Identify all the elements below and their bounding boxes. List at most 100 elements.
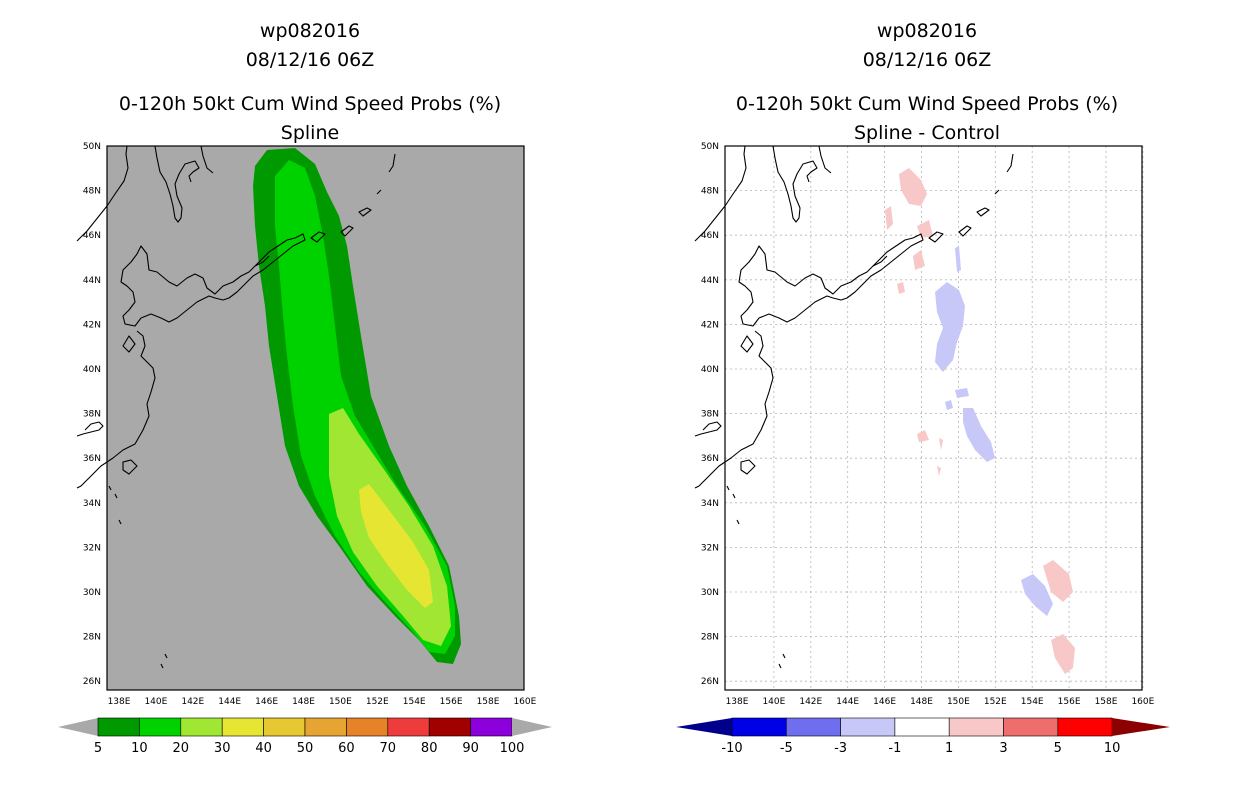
left-map-area bbox=[76, 145, 525, 691]
right-colorbar-bin-2 bbox=[840, 717, 896, 737]
right-lon-axis: 138E 140E 142E 144E 146E 148E 150E 152E 154E 156E… bbox=[726, 697, 1155, 707]
right-colorbar-bin-0 bbox=[731, 717, 787, 737]
left-colorbar-high-end bbox=[512, 718, 552, 736]
prob-contour-30 bbox=[359, 484, 433, 608]
right-lat-tick-28N: 28N bbox=[701, 633, 719, 643]
right-lon-tick-146E: 146E bbox=[873, 697, 896, 707]
right-lon-tick-156E: 156E bbox=[1058, 697, 1081, 707]
left-lat-tick-44N: 44N bbox=[83, 276, 101, 286]
right-colorbar-label-10: 10 bbox=[1104, 741, 1121, 756]
left-colorbar-label-20: 20 bbox=[173, 741, 190, 756]
right-lat-axis: 50N 48N 46N 44N 42N 40N 38N 36N 34N 32N 30N 28N 26N bbox=[701, 142, 719, 687]
right-lon-tick-160E: 160E bbox=[1131, 697, 1154, 707]
left-lon-axis: 138E 140E 142E 144E 146E 148E 150E 152E 154E 156E… bbox=[108, 697, 537, 707]
left-datetime: 08/12/16 06Z bbox=[246, 49, 375, 71]
left-lon-tick-158E: 158E bbox=[477, 697, 500, 707]
right-colorbar-bin-3 bbox=[894, 717, 950, 737]
right-colorbar-bin-5 bbox=[1003, 717, 1059, 737]
left-lon-tick-146E: 146E bbox=[255, 697, 278, 707]
left-lon-tick-140E: 140E bbox=[144, 697, 167, 707]
right-colorbar-label--1: -1 bbox=[888, 741, 901, 756]
right-lon-tick-152E: 152E bbox=[984, 697, 1007, 707]
left-lat-tick-46N: 46N bbox=[83, 231, 101, 241]
left-lat-tick-28N: 28N bbox=[83, 633, 101, 643]
right-lon-tick-138E: 138E bbox=[726, 697, 749, 707]
right-lat-tick-36N: 36N bbox=[701, 454, 719, 464]
left-colorbar-label-10: 10 bbox=[131, 741, 148, 756]
left-colorbar-bin-5 bbox=[304, 717, 347, 737]
left-colorbar-label-5: 5 bbox=[94, 741, 102, 756]
right-colorbar-label-5: 5 bbox=[1054, 741, 1062, 756]
left-lat-tick-32N: 32N bbox=[83, 543, 101, 553]
left-colorbar-label-90: 90 bbox=[462, 741, 479, 756]
left-colorbar-label-50: 50 bbox=[297, 741, 314, 756]
right-lat-tick-30N: 30N bbox=[701, 588, 719, 598]
left-lat-tick-48N: 48N bbox=[83, 187, 101, 197]
left-colorbar-bin-8 bbox=[428, 717, 471, 737]
right-lat-tick-34N: 34N bbox=[701, 499, 719, 509]
left-colorbar-label-100: 100 bbox=[500, 741, 525, 756]
right-colorbar-label--10: -10 bbox=[721, 741, 742, 756]
right-colorbar-label-1: 1 bbox=[945, 741, 953, 756]
right-colorbar-high-end bbox=[1112, 718, 1170, 736]
right-lat-tick-32N: 32N bbox=[701, 543, 719, 553]
right-lat-tick-50N: 50N bbox=[701, 142, 719, 152]
right-lon-tick-158E: 158E bbox=[1095, 697, 1118, 707]
right-lat-tick-44N: 44N bbox=[701, 276, 719, 286]
left-colorbar: 5 10 20 30 40 50 60 70 80 90 100 bbox=[58, 717, 552, 756]
right-product-title: 0-120h 50kt Cum Wind Speed Probs (%) bbox=[736, 93, 1118, 115]
right-map-panel: wp082016 08/12/16 06Z 0-120h 50kt Cum Wi… bbox=[676, 20, 1170, 756]
left-lat-tick-42N: 42N bbox=[83, 320, 101, 330]
right-colorbar-bin-4 bbox=[948, 717, 1004, 737]
right-gridlines bbox=[725, 146, 1144, 690]
left-map-panel: wp082016 08/12/16 06Z 0-120h 50kt Cum Wi… bbox=[58, 20, 552, 756]
left-lon-tick-144E: 144E bbox=[218, 697, 241, 707]
left-colorbar-label-60: 60 bbox=[338, 741, 355, 756]
right-map-area bbox=[694, 145, 1144, 691]
right-datetime: 08/12/16 06Z bbox=[863, 49, 992, 71]
right-storm-id: wp082016 bbox=[877, 20, 977, 42]
right-lon-tick-148E: 148E bbox=[910, 697, 933, 707]
right-colorbar-label-3: 3 bbox=[999, 741, 1007, 756]
left-lat-axis: 50N 48N 46N 44N 42N 40N 38N 36N 34N 32N 30N 28N 26N bbox=[83, 142, 101, 687]
left-subtitle: Spline bbox=[281, 122, 339, 144]
right-map-background bbox=[725, 146, 1142, 690]
right-lat-tick-48N: 48N bbox=[701, 187, 719, 197]
left-lon-tick-152E: 152E bbox=[366, 697, 389, 707]
left-lon-tick-150E: 150E bbox=[329, 697, 352, 707]
right-lon-tick-154E: 154E bbox=[1021, 697, 1044, 707]
left-colorbar-bin-6 bbox=[346, 717, 389, 737]
left-lat-tick-50N: 50N bbox=[83, 142, 101, 152]
right-lon-tick-142E: 142E bbox=[799, 697, 822, 707]
left-colorbar-bin-3 bbox=[221, 717, 264, 737]
left-colorbar-bin-7 bbox=[387, 717, 430, 737]
right-lat-tick-38N: 38N bbox=[701, 410, 719, 420]
left-colorbar-bin-4 bbox=[263, 717, 306, 737]
left-lon-tick-154E: 154E bbox=[403, 697, 426, 707]
right-colorbar-label--3: -3 bbox=[834, 741, 847, 756]
left-lat-tick-40N: 40N bbox=[83, 365, 101, 375]
right-colorbar: -10 -5 -3 -1 1 3 5 10 bbox=[676, 717, 1170, 756]
right-colorbar-bin-6 bbox=[1057, 717, 1113, 737]
left-colorbar-label-30: 30 bbox=[214, 741, 231, 756]
left-colorbar-label-40: 40 bbox=[255, 741, 272, 756]
left-lat-tick-34N: 34N bbox=[83, 499, 101, 509]
left-lon-tick-138E: 138E bbox=[108, 697, 131, 707]
left-lat-tick-30N: 30N bbox=[83, 588, 101, 598]
left-lon-tick-148E: 148E bbox=[292, 697, 315, 707]
right-map-frame bbox=[724, 145, 1143, 691]
right-colorbar-bin-1 bbox=[785, 717, 841, 737]
left-lat-tick-38N: 38N bbox=[83, 410, 101, 420]
left-colorbar-low-end bbox=[58, 718, 98, 736]
right-lon-tick-144E: 144E bbox=[836, 697, 859, 707]
left-lon-tick-160E: 160E bbox=[513, 697, 536, 707]
left-lat-tick-36N: 36N bbox=[83, 454, 101, 464]
right-lat-tick-26N: 26N bbox=[701, 677, 719, 687]
left-lon-tick-142E: 142E bbox=[181, 697, 204, 707]
left-lon-tick-156E: 156E bbox=[440, 697, 463, 707]
right-lon-tick-150E: 150E bbox=[947, 697, 970, 707]
left-storm-id: wp082016 bbox=[260, 20, 360, 42]
right-lat-tick-40N: 40N bbox=[701, 365, 719, 375]
left-colorbar-label-80: 80 bbox=[421, 741, 438, 756]
